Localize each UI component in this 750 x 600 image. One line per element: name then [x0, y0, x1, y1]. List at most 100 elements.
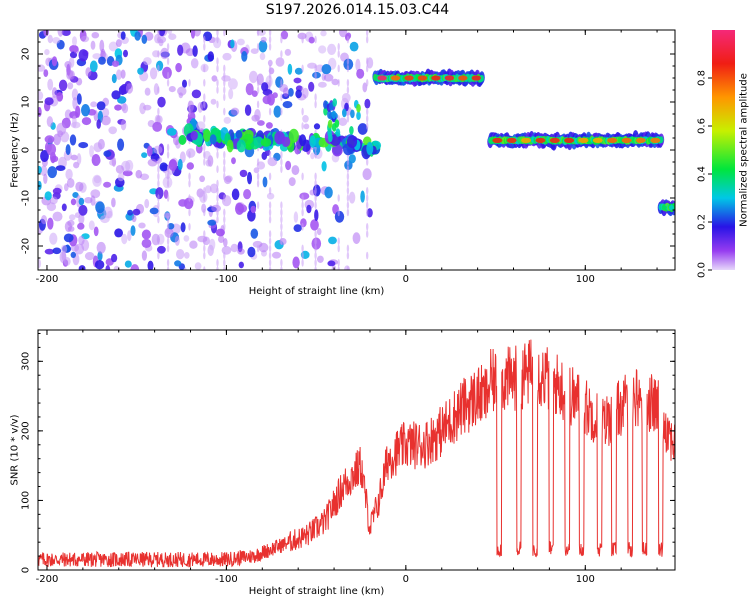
colorbar-tick-label: 0.2: [697, 214, 708, 230]
heatmap-cell-broadband-noise: [364, 98, 371, 109]
heatmap-cell-broadband-noise: [268, 35, 272, 44]
heatmap-cell-broadband-noise: [314, 35, 317, 44]
heatmap-cell-broadband-noise: [211, 204, 222, 213]
heatmap-cell-broadband-noise: [256, 201, 260, 209]
heatmap-cell-broadband-noise: [280, 230, 283, 238]
heatmap-cell-broadband-noise: [223, 151, 226, 159]
heatmap-cell-broadband-noise: [117, 173, 125, 182]
heatmap-cell-broadband-noise: [166, 266, 170, 270]
heatmap-cell-broadband-noise: [112, 60, 120, 67]
heatmap-cell-broadband-noise: [216, 215, 219, 224]
heatmap-cell-broadband-noise: [366, 64, 369, 73]
heatmap-cell-broadband-noise: [46, 116, 54, 128]
heatmap-cell-broadband-noise: [291, 165, 300, 176]
heatmap-cell-broadband-noise: [157, 201, 160, 209]
heatmap-cell-tone-2-hz: [564, 137, 575, 143]
heatmap-cell-broadband-noise: [96, 241, 106, 254]
heatmap-cell-broadband-noise: [180, 222, 186, 233]
heatmap-cell-broadband-noise: [185, 48, 195, 57]
heatmap-cell-tone-2-hz: [592, 137, 603, 143]
heatmap-cell-broadband-noise: [317, 255, 324, 263]
heatmap-cell-broadband-noise: [323, 73, 334, 82]
heatmap-cell-broadband-noise: [346, 64, 350, 73]
heatmap-cell-broadband-noise: [268, 208, 272, 217]
heatmap-cell-broadband-noise: [147, 158, 158, 167]
heatmap-cell-descending-track: [342, 108, 347, 118]
colorbar-tick-label: 0.0: [697, 262, 708, 278]
heatmap-cell-broadband-noise: [223, 71, 226, 80]
heatmap-cell-broadband-noise: [293, 224, 302, 233]
heatmap-cell-broadband-noise: [78, 142, 89, 149]
heatmap-cell-broadband-noise: [61, 244, 68, 254]
heatmap-cell-broadband-noise: [144, 87, 151, 96]
heatmap-cell-broadband-noise: [127, 230, 132, 242]
heatmap-cell-descending-track: [235, 130, 243, 139]
heatmap-cell-broadband-noise: [189, 240, 198, 249]
heatmap-cell-broadband-noise: [314, 244, 317, 253]
heatmap-cell-broadband-noise: [166, 237, 170, 245]
heatmap-cell-descending-track: [350, 109, 355, 119]
heatmap-cell-broadband-noise: [114, 104, 122, 111]
heatmap-cell-broadband-noise: [61, 203, 67, 212]
snr-frame: [37, 329, 676, 571]
heatmap-cell-broadband-noise: [203, 64, 206, 73]
heatmap-cell-broadband-noise: [337, 244, 340, 253]
colorbar-tick-label: 0.4: [697, 166, 708, 182]
snr-ylabel: SNR (10 * v/v): [10, 414, 21, 485]
heatmap-cell-broadband-noise: [256, 43, 260, 51]
heatmap-cell-broadband-noise: [44, 191, 52, 201]
heatmap-cell-broadband-noise: [167, 127, 177, 136]
heatmap-cell-broadband-noise: [280, 223, 283, 231]
heatmap-cell-broadband-noise: [268, 107, 272, 116]
heatmap-cell-broadband-noise: [40, 150, 49, 162]
heatmap-cell-broadband-noise: [132, 208, 141, 216]
heatmap-cell-broadband-noise: [73, 47, 80, 54]
heatmap-cell-broadband-noise: [273, 105, 282, 118]
heatmap-cell-broadband-noise: [346, 57, 350, 65]
heatmap-cell-broadband-noise: [346, 172, 350, 181]
heatmap-cell-broadband-noise: [47, 34, 53, 44]
heatmap-cell-tone-12-hz: [661, 205, 667, 211]
heatmap-cell-broadband-noise: [346, 165, 350, 173]
heatmap-cell-broadband-noise: [183, 235, 190, 242]
heatmap-cell-broadband-noise: [366, 208, 373, 218]
heatmap-cell-broadband-noise: [216, 64, 219, 73]
heatmap-cell-broadband-noise: [327, 260, 336, 267]
heatmap-cell-broadband-noise: [135, 169, 143, 179]
heatmap-cell-broadband-noise: [194, 262, 202, 270]
heatmap-cell-descending-track: [288, 128, 299, 143]
heatmap-cell-tone-15-hz: [377, 75, 387, 81]
heatmap-cell-broadband-noise: [122, 170, 133, 177]
heatmap-cell-broadband-noise: [288, 177, 296, 187]
heatmap-cell-broadband-noise: [90, 40, 96, 50]
heatmap-cell-broadband-noise: [327, 43, 337, 56]
heatmap-cell-broadband-noise: [78, 265, 86, 270]
heatmap-cell-broadband-noise: [306, 204, 312, 214]
heatmap-cell-broadband-noise: [256, 86, 260, 94]
heatmap-cell-broadband-noise: [157, 50, 160, 58]
heatmap-cell-broadband-noise: [157, 165, 160, 173]
heatmap-cell-broadband-noise: [337, 43, 340, 51]
heatmap-cell-broadband-noise: [43, 69, 49, 77]
heatmap-cell-broadband-noise: [203, 266, 206, 270]
heatmap-cell-broadband-noise: [256, 115, 260, 123]
heatmap-cell-broadband-noise: [115, 39, 122, 48]
heatmap-cell-broadband-noise: [188, 179, 191, 188]
heatmap-cell-broadband-noise: [203, 93, 206, 101]
heatmap-cell-tone-2-hz: [578, 137, 589, 143]
heatmap-cell-broadband-noise: [318, 45, 327, 54]
heatmap-cell-broadband-noise: [295, 89, 302, 99]
heatmap-cell-broadband-noise: [366, 35, 369, 44]
heatmap-cell-descending-track: [356, 111, 361, 120]
heatmap-cell-broadband-noise: [70, 251, 77, 258]
heatmap-cell-broadband-noise: [203, 208, 206, 217]
heatmap-cell-broadband-noise: [47, 166, 57, 179]
heatmap-cell-broadband-noise: [366, 208, 369, 217]
heatmap-cell-broadband-noise: [188, 208, 191, 217]
heatmap-cell-broadband-noise: [280, 201, 283, 209]
heatmap-cell-broadband-noise: [58, 79, 68, 92]
heatmap-cell-tone-2-hz: [607, 137, 618, 143]
snr-panel: -200 -100 0 100 0 100 200 300 Height of straight…: [10, 329, 676, 597]
heatmap-cell-broadband-noise: [285, 160, 292, 171]
